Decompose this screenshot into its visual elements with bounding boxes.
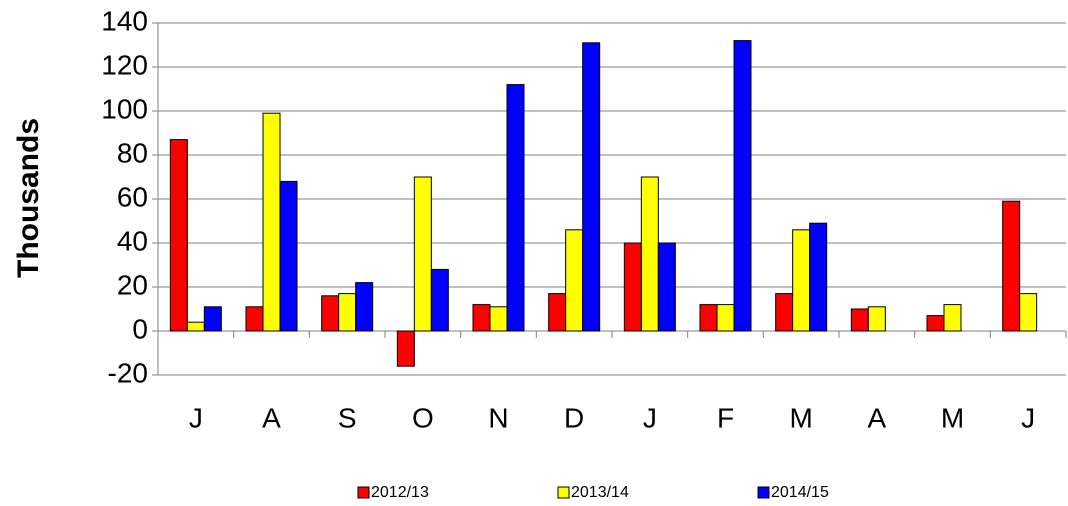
x-tick-label: F xyxy=(717,402,734,433)
bar xyxy=(699,304,718,332)
y-tick-label: 100 xyxy=(101,93,148,124)
y-axis-label: Thousands xyxy=(12,118,45,278)
bar xyxy=(186,321,205,332)
y-tick-label: 120 xyxy=(101,49,148,80)
x-tick-label: S xyxy=(338,402,357,433)
x-tick-label: J xyxy=(643,402,657,433)
bar xyxy=(792,229,811,332)
bar xyxy=(943,304,962,332)
y-tick-label: 0 xyxy=(132,313,148,344)
bar xyxy=(565,229,584,332)
bar xyxy=(926,315,945,332)
y-tick-label: 20 xyxy=(117,269,148,300)
x-tick-label: A xyxy=(262,402,281,433)
bar xyxy=(203,306,222,332)
bar xyxy=(716,304,735,332)
bar xyxy=(472,304,491,332)
bar xyxy=(640,176,659,332)
x-tick-label: M xyxy=(941,402,964,433)
bar xyxy=(396,330,415,367)
bar xyxy=(245,306,264,332)
x-tick-label: J xyxy=(189,402,203,433)
bar xyxy=(1019,293,1038,332)
y-tick-label: 40 xyxy=(117,225,148,256)
bar xyxy=(850,308,869,332)
bar xyxy=(809,222,828,332)
bar xyxy=(430,268,449,332)
bar xyxy=(623,242,642,332)
bar xyxy=(733,40,752,332)
legend-label: 2012/13 xyxy=(371,484,429,501)
bar xyxy=(489,306,508,332)
x-tick-label: N xyxy=(488,402,508,433)
legend-swatch xyxy=(757,486,770,499)
bar xyxy=(338,293,357,332)
bar xyxy=(582,42,601,332)
bar xyxy=(413,176,432,332)
x-tick-label: A xyxy=(867,402,886,433)
x-tick-label: O xyxy=(412,402,434,433)
bar xyxy=(867,306,886,332)
y-tick-label: -20 xyxy=(108,357,148,388)
x-tick-label: D xyxy=(564,402,584,433)
legend-label: 2013/14 xyxy=(571,484,629,501)
legend-swatch xyxy=(357,486,370,499)
bar xyxy=(262,112,281,332)
bar xyxy=(657,242,676,332)
y-tick-label: 80 xyxy=(117,137,148,168)
bar xyxy=(548,293,567,332)
y-tick-label: 60 xyxy=(117,181,148,212)
bar xyxy=(1002,200,1021,332)
legend-swatch xyxy=(557,486,570,499)
bar xyxy=(355,282,374,332)
x-tick-label: J xyxy=(1021,402,1035,433)
bar xyxy=(775,293,794,332)
bar xyxy=(169,139,188,332)
bar xyxy=(506,84,525,332)
legend-label: 2014/15 xyxy=(771,484,829,501)
bar xyxy=(279,180,298,332)
y-tick-label: 140 xyxy=(101,5,148,36)
x-tick-label: M xyxy=(790,402,813,433)
bar xyxy=(321,295,340,332)
